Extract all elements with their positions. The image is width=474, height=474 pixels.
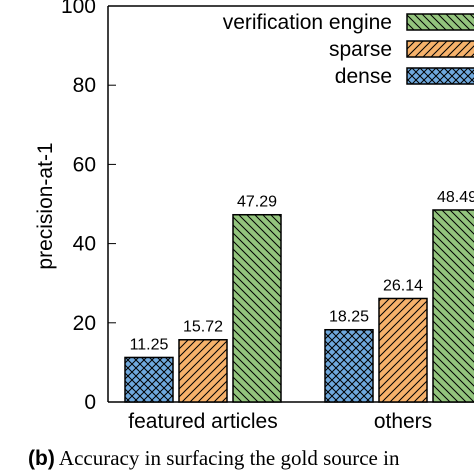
bar-verification-engine <box>232 213 282 403</box>
bar-dense <box>324 328 374 403</box>
bar-value-label: 26.14 <box>383 277 423 294</box>
caption-text: Accuracy in surfacing the gold source in <box>54 446 400 470</box>
bar-value-label: 11.25 <box>130 336 169 353</box>
x-tick-label: featured articles <box>128 410 277 433</box>
bar-value-label: 18.25 <box>329 309 369 326</box>
axes: 0 20 40 60 80 100 featured articles others <box>61 0 474 433</box>
legend: verification engine sparse dense <box>223 11 474 88</box>
legend-label: verification engine <box>223 11 392 34</box>
bar-chart: 0 20 40 60 80 100 featured articles others 11.2… <box>34 0 474 433</box>
caption-prefix: (b) <box>28 447 55 470</box>
bar-value-label: 47.29 <box>237 194 277 211</box>
legend-swatch <box>406 67 474 85</box>
y-tick-label: 80 <box>73 74 96 97</box>
x-tick-label: others <box>374 410 432 433</box>
y-tick-label: 60 <box>73 153 96 176</box>
y-tick-label: 0 <box>84 391 96 414</box>
y-tick-label: 100 <box>61 0 96 18</box>
bar-dense <box>124 356 174 403</box>
figure-caption: (b) Accuracy in surfacing the gold sourc… <box>28 446 399 471</box>
legend-swatch <box>406 40 474 58</box>
y-tick-label: 40 <box>73 233 96 256</box>
y-axis-label: precision-at-1 <box>34 142 57 269</box>
bar-sparse <box>178 338 228 403</box>
legend-swatch <box>406 13 474 31</box>
y-tick-label: 20 <box>73 312 96 335</box>
bar-sparse <box>378 297 428 403</box>
legend-label: sparse <box>329 38 392 61</box>
bar-value-label: 15.72 <box>183 319 223 336</box>
bars: 11.25 15.72 47.29 18.25 26.14 48.49 <box>124 189 474 403</box>
bar-verification-engine <box>432 209 474 403</box>
legend-label: dense <box>335 65 392 88</box>
bar-value-label: 48.49 <box>437 189 474 206</box>
